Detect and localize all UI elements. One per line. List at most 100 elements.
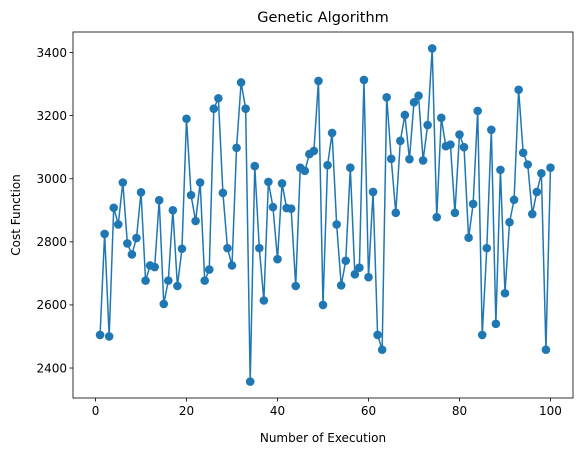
data-point (255, 243, 264, 253)
data-points (95, 44, 555, 386)
data-point (154, 195, 164, 205)
data-point (182, 114, 191, 124)
data-point (218, 188, 228, 198)
y-tick-label: 3400 (36, 46, 67, 60)
data-point (136, 187, 146, 197)
data-point (455, 130, 464, 139)
data-point (118, 178, 128, 187)
data-point (132, 233, 141, 243)
data-point (382, 93, 391, 102)
data-point (487, 125, 496, 135)
data-point (355, 263, 364, 272)
x-tick-label: 80 (452, 404, 467, 418)
data-point (459, 142, 469, 152)
data-point (250, 161, 260, 171)
data-point (227, 261, 237, 270)
data-point (109, 203, 119, 213)
data-point (518, 148, 528, 158)
data-point (164, 276, 173, 285)
data-point (318, 300, 328, 310)
x-tick-label: 40 (270, 404, 285, 418)
data-point (177, 244, 187, 254)
data-point (209, 104, 219, 113)
data-point (300, 166, 310, 176)
data-point (546, 163, 555, 172)
data-point (309, 146, 319, 156)
data-point (505, 217, 514, 227)
data-point (332, 220, 341, 229)
data-point (532, 187, 542, 197)
data-point (100, 229, 109, 239)
data-point (173, 281, 182, 291)
data-point (323, 160, 332, 170)
data-point (268, 202, 278, 212)
data-point (204, 265, 214, 274)
x-axis-label: Number of Execution (260, 431, 386, 445)
y-tick-label: 2600 (36, 298, 67, 312)
data-point (245, 377, 255, 386)
data-point (123, 239, 132, 248)
series-line (99, 48, 552, 382)
data-point (436, 113, 446, 123)
data-point (386, 154, 396, 164)
data-point (523, 160, 533, 169)
data-point (346, 163, 355, 172)
data-point (150, 262, 159, 272)
y-tick-label: 2800 (36, 235, 67, 249)
data-point (500, 288, 510, 298)
data-point (223, 243, 232, 253)
x-tick-label: 100 (539, 404, 562, 418)
data-point (159, 299, 169, 309)
data-point (391, 208, 401, 218)
data-point (409, 98, 419, 107)
y-axis-label: Cost Function (9, 174, 23, 256)
chart-title: Genetic Algorithm (257, 10, 389, 26)
data-point (477, 330, 487, 340)
data-point (273, 254, 282, 264)
data-point (195, 178, 205, 187)
data-point (400, 110, 410, 120)
data-point (104, 332, 114, 341)
data-point (482, 243, 492, 253)
data-point (127, 250, 137, 259)
data-point (113, 220, 123, 229)
data-point (350, 270, 360, 279)
y-tick-label: 2400 (36, 361, 67, 375)
data-point (432, 212, 442, 222)
y-axis: 2400 2600 2800 3000 3200 3400 (36, 46, 73, 375)
data-point (327, 128, 337, 138)
data-point (336, 281, 346, 290)
data-point (232, 143, 241, 153)
data-point (277, 179, 287, 188)
data-point (241, 104, 250, 113)
data-point (427, 44, 437, 53)
data-point (214, 93, 223, 103)
data-point (423, 120, 432, 130)
data-point (95, 330, 105, 340)
data-point (373, 330, 382, 340)
data-point (514, 85, 523, 95)
data-point (527, 209, 537, 219)
x-tick-label: 0 (92, 404, 100, 418)
data-point (200, 276, 210, 285)
data-point (141, 276, 150, 285)
data-point (414, 91, 423, 101)
data-point (236, 78, 246, 87)
data-point (264, 177, 273, 187)
y-tick-label: 3000 (36, 172, 67, 186)
data-point (168, 205, 178, 215)
data-point (364, 272, 373, 282)
data-point (418, 156, 428, 165)
data-point (446, 140, 455, 149)
data-point (468, 199, 478, 209)
data-point (377, 345, 387, 355)
data-point (186, 190, 196, 200)
data-point (368, 187, 378, 197)
data-point (286, 204, 296, 213)
plot-frame (72, 31, 574, 399)
data-point (541, 345, 551, 355)
data-point (509, 195, 519, 205)
data-point (496, 165, 505, 175)
data-point (405, 154, 414, 164)
